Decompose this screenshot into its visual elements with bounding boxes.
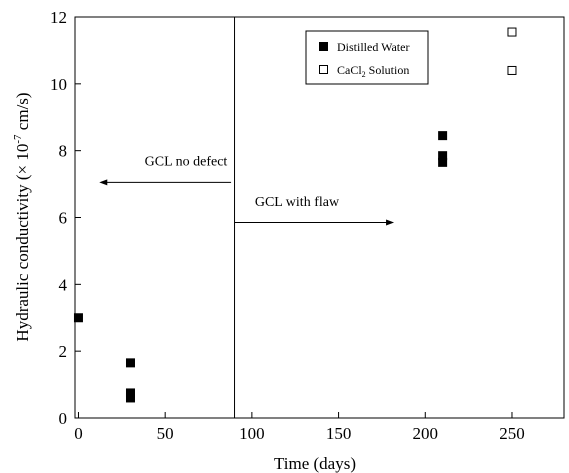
annotation-arrowhead	[386, 219, 395, 226]
y-tick-label: 6	[59, 209, 68, 228]
y-axis-label: Hydraulic conductivity (× 10-7 cm/s)	[12, 92, 32, 341]
data-point-distilled-water	[438, 151, 448, 161]
legend-box	[305, 30, 429, 85]
x-tick-label: 150	[326, 424, 352, 443]
y-axis-label-main: Hydraulic conductivity (× 10	[13, 144, 32, 342]
y-axis-label-unit: cm/s)	[13, 92, 32, 134]
x-axis: 0 50 100 150 200 250	[74, 412, 525, 443]
annotations: GCL no defect GCL with flaw	[99, 155, 395, 226]
legend-marker-cacl2-solution	[319, 65, 328, 74]
y-tick-label: 2	[59, 342, 68, 361]
data-point-distilled-water	[73, 313, 83, 323]
data-point-distilled-water	[125, 388, 135, 398]
data-point-distilled-water	[438, 131, 448, 141]
data-point-distilled-water	[438, 157, 448, 167]
x-tick-label: 200	[413, 424, 439, 443]
data-points	[73, 27, 517, 403]
annotation-label: GCL with flaw	[255, 195, 340, 210]
y-axis: 0 2 4 6 8 10 12	[50, 8, 81, 428]
y-tick-label: 12	[50, 8, 67, 27]
data-point-cacl2-solution	[507, 65, 517, 75]
y-tick-label: 8	[59, 142, 68, 161]
y-tick-label: 10	[50, 75, 67, 94]
y-tick-label: 0	[59, 409, 68, 428]
x-tick-label: 50	[157, 424, 174, 443]
annotation-label: GCL no defect	[145, 155, 228, 170]
legend-marker-distilled-water	[319, 42, 328, 51]
x-tick-label: 100	[239, 424, 265, 443]
x-tick-label: 250	[499, 424, 525, 443]
data-point-cacl2-solution	[507, 27, 517, 37]
data-point-distilled-water	[125, 393, 135, 403]
x-tick-label: 0	[74, 424, 83, 443]
legend-label-cacl2-main: CaCl	[337, 63, 362, 77]
legend: Distilled Water CaCl2 Solution	[305, 30, 429, 85]
legend-label-cacl2-rest: Solution	[366, 63, 410, 77]
y-axis-label-exponent: -7	[12, 134, 24, 144]
legend-label-cacl2-subscript: 2	[362, 70, 366, 79]
legend-label-distilled-water: Distilled Water	[337, 40, 409, 54]
x-axis-label: Time (days)	[274, 454, 356, 473]
annotation-arrowhead	[99, 179, 108, 186]
data-point-distilled-water	[125, 358, 135, 368]
y-tick-label: 4	[59, 275, 68, 294]
legend-label-cacl2-solution: CaCl2 Solution	[337, 63, 409, 79]
